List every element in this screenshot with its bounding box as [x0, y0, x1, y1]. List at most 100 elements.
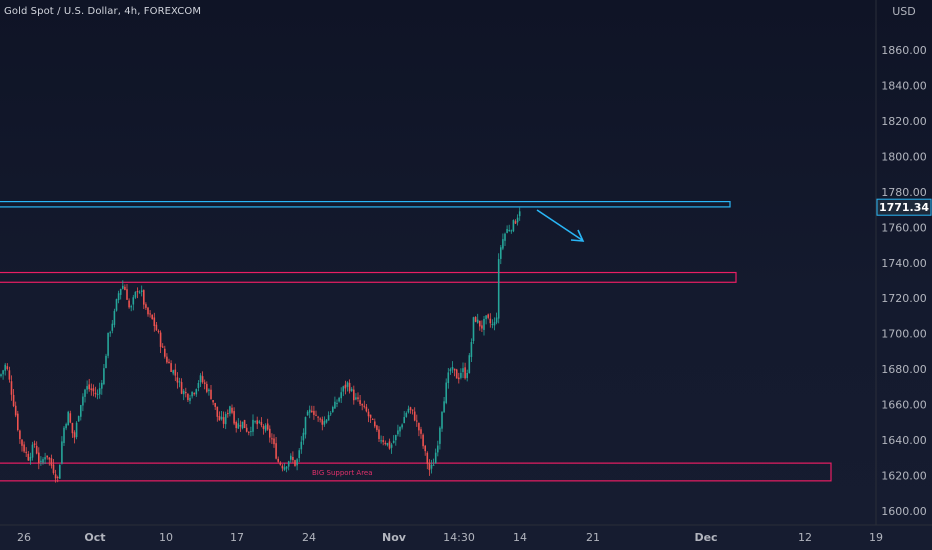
- candle-body: [214, 402, 216, 407]
- candle-body: [208, 389, 210, 392]
- candle-body: [143, 290, 145, 305]
- candle-body: [348, 382, 351, 392]
- candle-body: [455, 369, 458, 379]
- candle-body: [10, 381, 13, 395]
- candle-body: [193, 393, 195, 395]
- x-tick-label: Nov: [382, 531, 407, 544]
- candle-body: [390, 444, 393, 448]
- candle-body: [445, 382, 447, 403]
- candle-body: [130, 306, 132, 308]
- candle-body: [42, 459, 44, 463]
- candle-body: [443, 401, 445, 413]
- candle-body: [105, 355, 107, 369]
- candle-body: [35, 445, 38, 454]
- candle-body: [468, 355, 471, 374]
- y-tick-label: 1800.00: [881, 150, 927, 163]
- candle-body: [466, 372, 468, 378]
- candle-body: [161, 346, 164, 348]
- candle-body: [94, 392, 97, 395]
- candle-body: [187, 393, 189, 400]
- currency-label: USD: [892, 5, 916, 18]
- candle-body: [8, 370, 11, 380]
- candle-body: [155, 324, 158, 331]
- candle-body: [292, 456, 294, 461]
- candle-body: [168, 361, 170, 364]
- zone-label: BIG Support Area: [312, 469, 373, 477]
- candle-body: [266, 423, 269, 430]
- candle-body: [302, 432, 305, 441]
- candle-body: [128, 300, 130, 308]
- x-tick-label: 14: [513, 531, 527, 544]
- candle-body: [313, 410, 315, 415]
- candle-body: [476, 319, 479, 323]
- candle-body: [67, 411, 69, 426]
- candle-body: [107, 332, 109, 356]
- candle-body: [48, 457, 51, 460]
- candle-body: [384, 442, 387, 444]
- candle-body: [149, 313, 151, 315]
- candle-body: [483, 318, 485, 330]
- candle-body: [434, 452, 437, 464]
- arrow-head[interactable]: [570, 229, 585, 242]
- candle-body: [224, 414, 227, 425]
- candle-body: [103, 368, 105, 385]
- x-tick-label: 19: [869, 531, 883, 544]
- candle-body: [38, 452, 40, 464]
- candle-body: [361, 404, 363, 406]
- candle-body: [371, 418, 374, 420]
- candle-body: [342, 386, 345, 392]
- candle-body: [12, 394, 15, 406]
- candle-body: [300, 441, 303, 450]
- candle-body: [82, 396, 84, 406]
- candle-body: [388, 441, 391, 449]
- x-tick-label: Dec: [694, 531, 717, 544]
- candle-body: [98, 388, 101, 395]
- candle-body: [428, 462, 431, 471]
- chart-title: Gold Spot / U.S. Dollar, 4h, FOREXCOM: [4, 6, 202, 17]
- candle-body: [245, 427, 248, 432]
- candle-body: [19, 430, 21, 440]
- support-zone[interactable]: [0, 271, 737, 283]
- candle-body: [195, 389, 198, 395]
- candle-body: [392, 440, 395, 443]
- candle-body: [395, 435, 397, 441]
- candle-body: [46, 455, 48, 458]
- candle-body: [401, 424, 403, 428]
- candle-body: [426, 452, 429, 464]
- arrow-line[interactable]: [536, 209, 583, 241]
- candle-body: [126, 289, 128, 300]
- candle-body: [29, 456, 32, 461]
- support-zone[interactable]: [0, 462, 832, 482]
- candle-body: [323, 421, 326, 425]
- candle-body: [287, 461, 290, 467]
- candle-body: [239, 425, 242, 427]
- candle-body: [336, 402, 338, 404]
- candle-body: [260, 422, 263, 426]
- candle-body: [256, 420, 258, 425]
- x-tick-label: Oct: [84, 531, 105, 544]
- y-tick-label: 1760.00: [881, 221, 927, 234]
- resistance-zone[interactable]: [0, 200, 731, 208]
- candle-body: [294, 460, 296, 466]
- candle-body: [182, 390, 185, 395]
- candle-body: [462, 368, 464, 373]
- candle-body: [138, 292, 141, 294]
- candle-body: [210, 389, 212, 400]
- candle-body: [485, 315, 487, 320]
- candle-body: [235, 421, 237, 429]
- candle-body: [365, 406, 368, 412]
- candle-body: [474, 316, 477, 322]
- candle-body: [367, 411, 370, 417]
- candle-body: [470, 342, 473, 357]
- candle-body: [283, 467, 286, 470]
- candle-body: [439, 427, 441, 444]
- candle-body: [306, 411, 309, 416]
- candle-body: [500, 247, 502, 259]
- y-tick-label: 1620.00: [881, 470, 927, 483]
- candle-body: [136, 291, 139, 293]
- y-tick-label: 1700.00: [881, 328, 927, 341]
- candle-body: [111, 323, 114, 331]
- candle-body: [327, 415, 330, 421]
- candle-body: [75, 422, 78, 438]
